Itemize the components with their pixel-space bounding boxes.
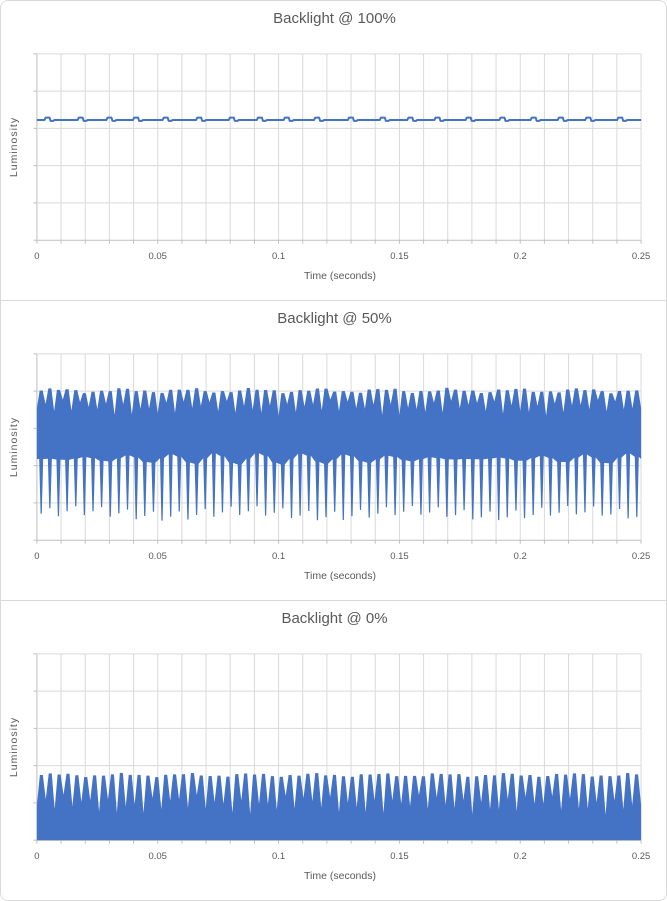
- plot-area-backlight-100: 0 0.05 0.1 0.15 0.2 0.25: [33, 53, 650, 262]
- svg-text:0.1: 0.1: [272, 551, 285, 562]
- chart-panel-backlight-100: 0 0.05 0.1 0.15 0.2 0.25 Backlight @ 100% Lum…: [1, 1, 666, 300]
- x-axis-title: Time (seconds): [304, 870, 376, 882]
- svg-text:0.05: 0.05: [149, 551, 167, 562]
- chart-title: Backlight @ 50%: [277, 310, 392, 327]
- svg-text:0.2: 0.2: [514, 551, 527, 562]
- y-axis-title: Luminosity: [8, 116, 20, 178]
- svg-text:0.15: 0.15: [390, 251, 408, 262]
- chart-title: Backlight @ 100%: [273, 10, 396, 27]
- svg-text:0.2: 0.2: [514, 851, 527, 862]
- svg-text:0.1: 0.1: [272, 251, 285, 262]
- svg-text:0.05: 0.05: [149, 851, 167, 862]
- svg-text:0.25: 0.25: [632, 851, 650, 862]
- svg-text:0.25: 0.25: [632, 551, 650, 562]
- svg-text:0: 0: [34, 251, 39, 262]
- y-axis-title: Luminosity: [8, 716, 20, 778]
- svg-text:0.25: 0.25: [632, 251, 650, 262]
- svg-text:0: 0: [34, 851, 39, 862]
- svg-text:0.15: 0.15: [390, 851, 408, 862]
- y-axis-title: Luminosity: [8, 416, 20, 478]
- chart-panel-backlight-0: 0 0.05 0.1 0.15 0.2 0.25 Backlight @ 0% Lumin…: [1, 600, 666, 900]
- x-axis-title: Time (seconds): [304, 270, 376, 282]
- svg-text:0.2: 0.2: [514, 251, 527, 262]
- svg-text:0.15: 0.15: [390, 551, 408, 562]
- chart-title: Backlight @ 0%: [281, 610, 388, 627]
- svg-text:0.05: 0.05: [149, 251, 167, 262]
- chart-panel-backlight-50: 0 0.05 0.1 0.15 0.2 0.25 Backlight @ 50% Lumi…: [1, 300, 666, 600]
- plot-area-backlight-50: 0 0.05 0.1 0.15 0.2 0.25: [33, 353, 650, 562]
- svg-text:0: 0: [34, 551, 39, 562]
- x-axis-title: Time (seconds): [304, 570, 376, 582]
- svg-text:0.1: 0.1: [272, 851, 285, 862]
- plot-area-backlight-0: 0 0.05 0.1 0.15 0.2 0.25: [33, 653, 650, 862]
